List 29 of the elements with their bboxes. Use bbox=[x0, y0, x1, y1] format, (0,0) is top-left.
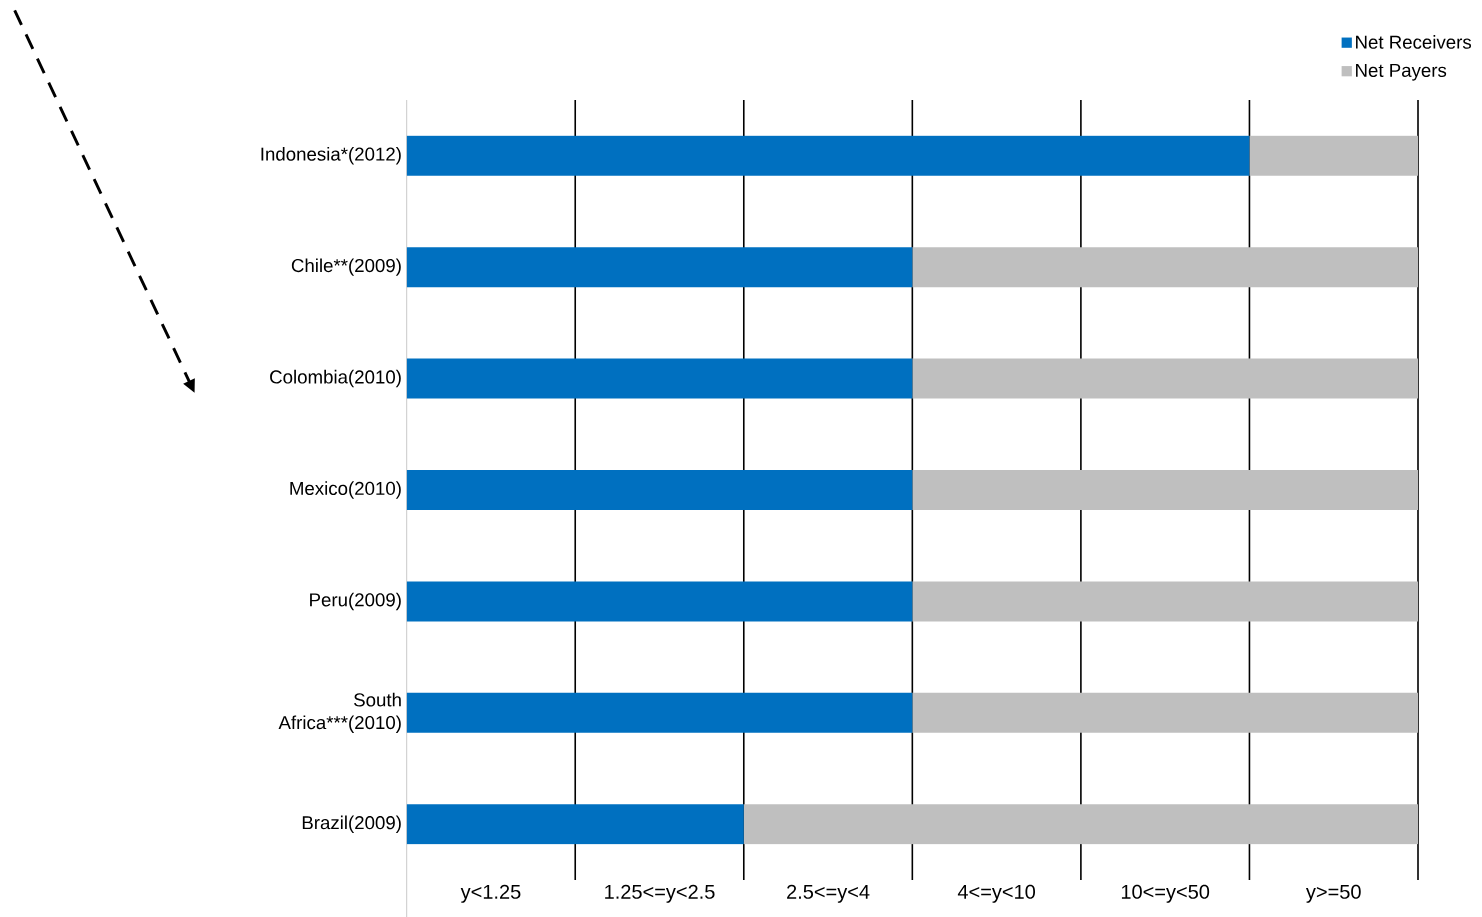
bar bbox=[912, 247, 1418, 288]
bar bbox=[743, 804, 1418, 845]
bar bbox=[406, 804, 744, 845]
text: 2.5<=y<4 bbox=[787, 884, 870, 903]
bar bbox=[1249, 135, 1418, 176]
y-tick-label: Mexico(2010) bbox=[290, 481, 401, 499]
bar bbox=[406, 581, 913, 622]
text: 10<=y<50 bbox=[1121, 884, 1210, 903]
bar bbox=[406, 470, 913, 510]
bar bbox=[912, 692, 1418, 733]
bar bbox=[912, 358, 1418, 399]
bar bbox=[406, 358, 913, 399]
y-tick-label: Chile**(2009) bbox=[291, 258, 401, 276]
legend-label: Net Payers bbox=[1356, 63, 1447, 81]
y-tick-label: Peru(2009) bbox=[310, 592, 401, 611]
text: y>=50 bbox=[1305, 884, 1361, 903]
bar bbox=[406, 692, 913, 733]
text: y<1.25 bbox=[460, 884, 521, 903]
text: 1.25<=y<2.5 bbox=[605, 884, 715, 903]
text: 4<=y<10 bbox=[957, 884, 1036, 903]
bar bbox=[406, 135, 1250, 176]
y-tick-label: Brazil(2009) bbox=[302, 815, 401, 833]
legend-label: Net Receivers bbox=[1356, 35, 1472, 49]
y-tick-label: Indonesia*(2012) bbox=[261, 147, 401, 165]
bar bbox=[912, 581, 1418, 622]
bar bbox=[406, 247, 913, 288]
y-tick-label: Colombia(2010) bbox=[270, 369, 401, 388]
bar bbox=[912, 470, 1418, 510]
y-tick-label: South Africa***(2010) bbox=[278, 692, 401, 733]
